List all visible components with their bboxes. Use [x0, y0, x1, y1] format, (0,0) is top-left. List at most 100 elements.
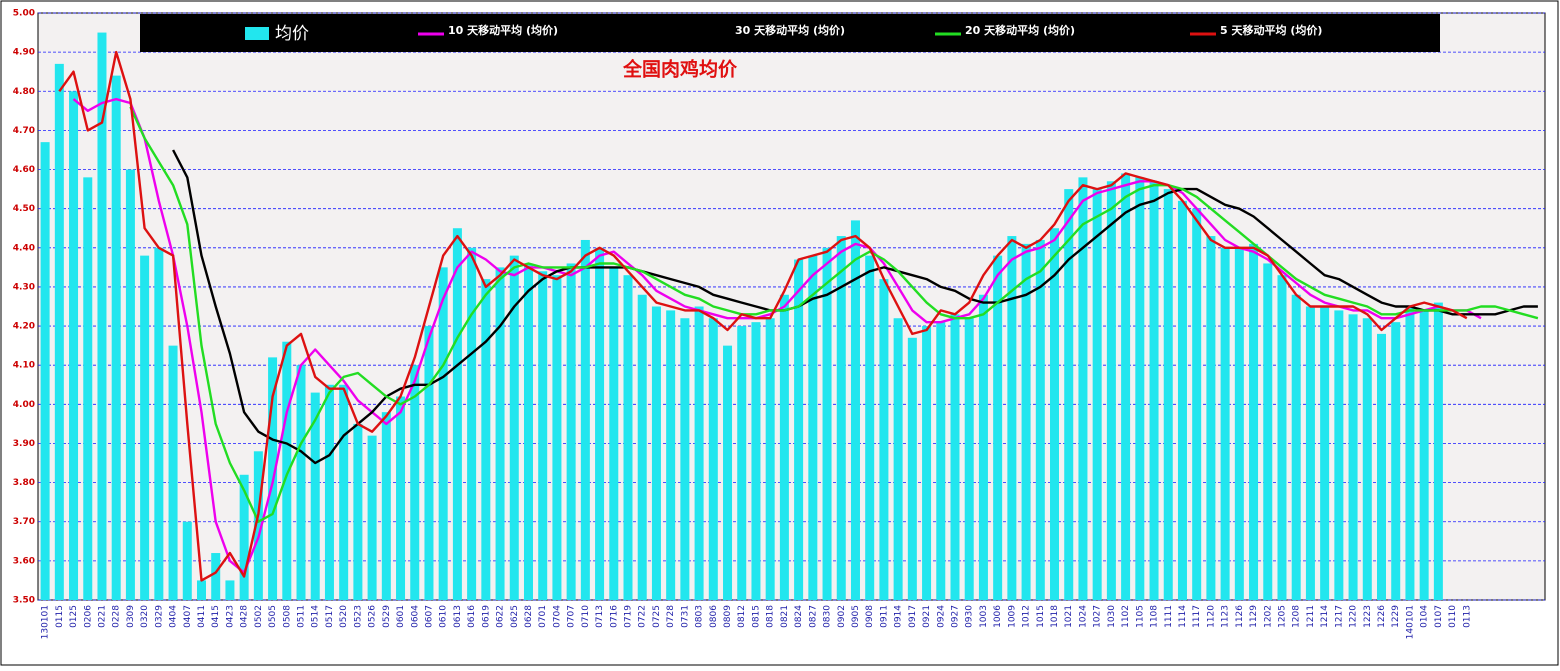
x-tick-label: 0125 [69, 605, 79, 628]
x-tick-label: 1012 [1022, 605, 1032, 628]
x-tick-label: 0411 [197, 605, 207, 628]
x-tick-label: 0502 [254, 605, 264, 628]
x-tick-label: 0619 [481, 605, 491, 628]
x-tick-label: 0725 [652, 605, 662, 628]
bar [850, 220, 860, 600]
x-tick-label: 0505 [268, 605, 278, 628]
x-tick-label: 1205 [1277, 605, 1287, 628]
bar [737, 326, 747, 600]
x-tick-label: 0728 [666, 605, 676, 628]
x-tick-label: 0110 [1448, 605, 1458, 628]
x-tick-label: 0415 [211, 605, 221, 628]
y-tick-label: 4.40 [13, 243, 35, 253]
x-tick-label: 130101 [41, 605, 51, 639]
x-tick-label: 0508 [282, 605, 292, 628]
y-tick-label: 4.50 [13, 204, 35, 214]
bar [1263, 263, 1273, 600]
bar [1419, 310, 1429, 600]
bar [97, 32, 107, 601]
y-tick-label: 4.30 [13, 282, 35, 292]
x-tick-label: 0613 [453, 605, 463, 628]
x-tick-label: 0520 [339, 605, 349, 628]
x-tick-label: 0902 [837, 605, 847, 628]
y-tick-label: 4.70 [13, 126, 35, 136]
bar [950, 314, 960, 600]
x-tick-label: 0329 [154, 605, 164, 628]
bar [1291, 294, 1301, 600]
x-tick-label: 0803 [695, 605, 705, 628]
bar [83, 177, 93, 601]
x-tick-label: 1009 [1007, 605, 1017, 628]
y-tick-label: 4.90 [13, 48, 35, 58]
x-tick-label: 0309 [126, 605, 136, 628]
bar [794, 259, 804, 600]
bar [694, 306, 704, 600]
x-tick-label: 0917 [908, 605, 918, 628]
x-tick-label: 0812 [737, 605, 747, 628]
x-tick-label: 0529 [382, 605, 392, 628]
legend-label: 10 天移动平均 (均价) [448, 23, 558, 37]
bar [168, 345, 178, 600]
x-tick-label: 0604 [410, 605, 420, 628]
y-tick-label: 4.20 [13, 322, 35, 332]
legend-label: 5 天移动平均 (均价) [1220, 23, 1322, 37]
x-tick-label: 1030 [1107, 605, 1117, 628]
bar [538, 271, 548, 600]
x-tick-label: 0115 [55, 605, 65, 628]
bar [1064, 189, 1074, 600]
line-series [172, 149, 1538, 465]
x-tick-label: 0821 [780, 605, 790, 628]
bar [40, 142, 50, 600]
bar [765, 318, 775, 600]
x-tick-label: 1126 [1235, 605, 1245, 628]
bar [381, 412, 391, 600]
x-tick-label: 0428 [240, 605, 250, 628]
bar [922, 326, 932, 600]
bar [1135, 177, 1145, 601]
bar [879, 279, 889, 600]
bar [893, 318, 903, 600]
x-tick-label: 0622 [496, 605, 506, 628]
bar [623, 275, 633, 600]
x-tick-label: 0607 [424, 605, 434, 628]
bar [54, 63, 64, 600]
bar [964, 318, 974, 600]
x-tick-label: 1006 [993, 605, 1003, 628]
bar [253, 451, 263, 600]
bar [111, 75, 121, 600]
bar [666, 310, 676, 600]
bar [1377, 333, 1387, 600]
bar [140, 255, 150, 601]
bar [808, 255, 818, 601]
bar [1106, 181, 1116, 601]
x-tick-label: 0526 [368, 605, 378, 628]
legend: 均价 10 天移动平均 (均价) 30 天移动平均 (均价) 20 天移动平均 (均价… [245, 23, 1322, 44]
x-tick-label: 0407 [183, 605, 193, 628]
y-tick-label: 3.60 [13, 556, 35, 566]
bar [353, 423, 363, 600]
bar [865, 255, 875, 601]
x-tick-label: 0710 [581, 605, 591, 628]
x-tick-label: 0616 [467, 605, 477, 628]
x-tick-label: 0221 [97, 605, 107, 628]
bar [1092, 189, 1102, 600]
x-tick-label: 0610 [439, 605, 449, 628]
bar [580, 239, 590, 600]
x-tick-label: 0423 [225, 605, 235, 628]
x-tick-label: 0722 [638, 605, 648, 628]
line-series [58, 50, 1468, 582]
x-tick-label: 1226 [1377, 605, 1387, 628]
bar [708, 318, 718, 600]
bar [1348, 314, 1358, 600]
y-tick-label: 3.50 [13, 596, 35, 606]
bar [1121, 173, 1131, 601]
x-tick-label: 0511 [297, 605, 307, 628]
x-tick-label: 0113 [1462, 605, 1472, 628]
bar [211, 553, 221, 600]
bar [1249, 243, 1259, 601]
x-tick-label: 0827 [808, 605, 818, 628]
x-tick-label: 0927 [950, 605, 960, 628]
x-tick-label: 0921 [922, 605, 932, 628]
bar [1050, 228, 1060, 600]
